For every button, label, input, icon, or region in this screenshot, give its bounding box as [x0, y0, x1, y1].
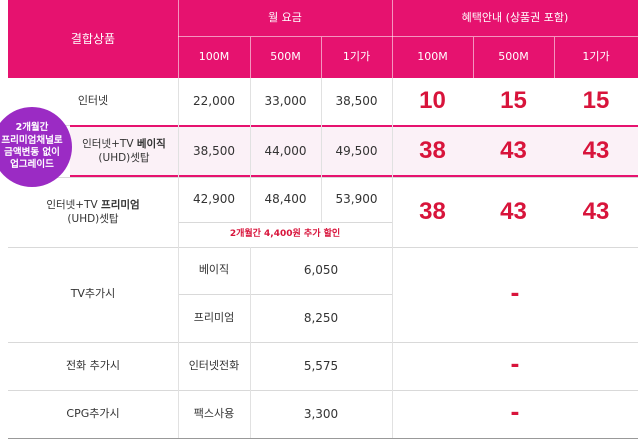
row-premium-fee-500m: 48,400 [264, 192, 307, 207]
header-benefit-1g: 1기가 [582, 50, 610, 64]
addon-cpg-benefit: - [510, 401, 520, 427]
row-premium-fee-1g: 53,900 [335, 192, 378, 207]
addon-cpg-item: 팩스사용 [193, 406, 235, 420]
row-premium-label-bold: 프리미엄 [101, 198, 140, 211]
row-premium-benefit-500m: 43 [500, 197, 527, 225]
row-premium-fee-100m: 42,900 [193, 192, 235, 207]
header-bar [8, 0, 638, 78]
badge-line-4: 업그레이드 [10, 159, 54, 171]
row-internet-benefit-1g: 15 [582, 87, 610, 115]
addon-tv-label: TV추가시 [70, 287, 116, 301]
addon-tv-item-basic: 베이직 [198, 263, 230, 277]
addon-phone-item: 인터넷전화 [188, 358, 240, 372]
header-monthly-fee: 월 요금 [268, 10, 302, 24]
row-premium-benefit-100m: 38 [419, 197, 446, 225]
addon-cpg-label: CPG추가시 [66, 406, 120, 420]
badge-line-3: 금액변동 없이 [4, 147, 60, 158]
header-fee-100m: 100M [198, 50, 230, 64]
addon-phone-label: 전화 추가시 [65, 358, 121, 372]
addon-phone-fee: 5,575 [303, 358, 339, 373]
addon-cpg-fee: 3,300 [303, 406, 339, 421]
row-basic-benefit-100m: 38 [419, 136, 446, 164]
row-internet-fee-1g: 38,500 [335, 94, 378, 109]
upgrade-badge: 2개월간 프리미엄채널로 금액변동 없이 업그레이드 [0, 107, 72, 187]
addon-tv-fee-basic: 6,050 [303, 263, 339, 278]
header-benefit-500m: 500M [498, 50, 529, 64]
row-premium-label: 인터넷+TV 프리미엄 (UHD)셋탑 [8, 177, 178, 247]
highlight-band [70, 126, 638, 176]
badge-line-2: 프리미엄채널로 [1, 134, 63, 146]
row-premium-label-sub: (UHD)셋탑 [67, 213, 119, 225]
row-basic-fee-100m: 38,500 [193, 143, 235, 158]
addon-phone-benefit: - [510, 353, 520, 379]
row-basic-label-bold: 베이직 [136, 137, 166, 150]
row-internet-fee-100m: 22,000 [193, 94, 235, 109]
header-fee-500m: 500M [270, 50, 301, 64]
addon-tv-fee-premium: 8,250 [303, 310, 339, 325]
row-basic-label-pre: 인터넷+TV [82, 137, 137, 150]
header-benefit-100m: 100M [417, 50, 448, 64]
header-fee-1g: 1기가 [342, 50, 371, 64]
row-premium-discount-note: 2개월간 4,400원 추가 할인 [229, 229, 341, 240]
row-internet-label: 인터넷 [77, 94, 109, 108]
row-premium-benefit-1g: 43 [582, 197, 610, 225]
row-internet-benefit-500m: 15 [500, 87, 527, 115]
row-internet-benefit-100m: 10 [419, 87, 446, 115]
header-benefit: 혜택안내 (상품권 포함) [461, 10, 569, 24]
addon-tv-item-premium: 프리미엄 [193, 310, 235, 324]
addon-tv-benefit: - [510, 281, 520, 307]
row-basic-fee-500m: 44,000 [264, 143, 307, 158]
row-basic-benefit-500m: 43 [500, 136, 527, 164]
row-basic-label: 인터넷+TV 베이직 (UHD)셋탑 [70, 127, 178, 175]
row-internet-fee-500m: 33,000 [264, 94, 307, 109]
row-premium-label-pre: 인터넷+TV [46, 198, 102, 211]
header-product: 결합상품 [70, 31, 116, 46]
badge-line-1: 2개월간 [15, 122, 49, 134]
row-basic-benefit-1g: 43 [582, 136, 610, 164]
row-basic-fee-1g: 49,500 [335, 143, 378, 158]
row-basic-label-sub: (UHD)셋탑 [98, 152, 150, 164]
